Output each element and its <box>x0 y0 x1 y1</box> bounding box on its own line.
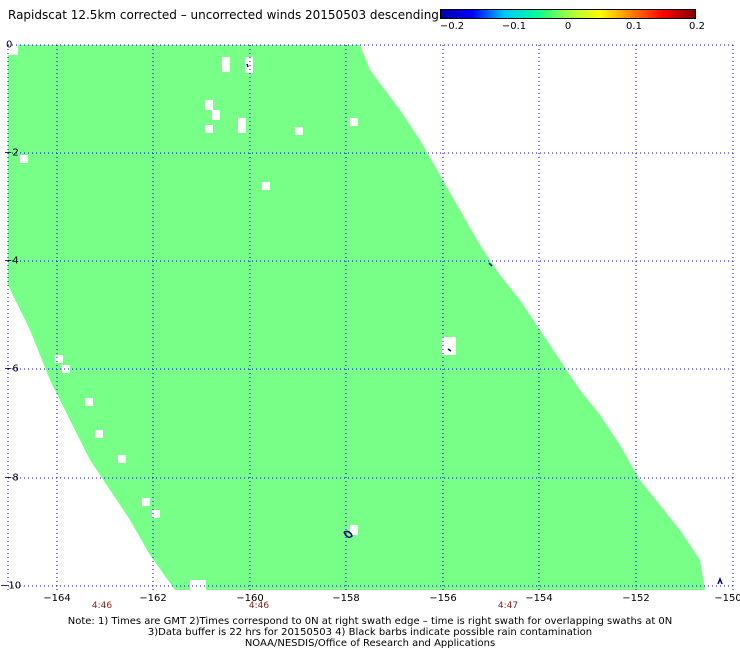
lon-label: −152 <box>622 593 650 604</box>
lat-label: −10 <box>0 580 22 592</box>
time-label: 4:46 <box>91 601 113 611</box>
lon-label: −154 <box>525 593 553 604</box>
lat-label: 0 <box>6 39 13 51</box>
wind-barb <box>246 63 249 68</box>
colorbar-label: 0 <box>564 21 572 32</box>
lon-label: −150 <box>714 593 740 604</box>
wind-barb <box>343 530 353 539</box>
wind-swath <box>8 45 705 590</box>
time-label: 4:46 <box>248 601 270 611</box>
missing-data-cells <box>8 45 456 590</box>
lat-label: −4 <box>4 255 19 267</box>
colorbar <box>440 9 696 19</box>
map-title: Rapidscat 12.5km corrected – uncorrected… <box>8 8 439 22</box>
wind-barb <box>488 262 493 267</box>
wind-barb <box>447 348 452 352</box>
colorbar-label: −0.1 <box>501 21 527 32</box>
lon-label: −158 <box>332 593 360 604</box>
lon-label: −162 <box>139 593 167 604</box>
credit-line: NOAA/NESDIS/Office of Research and Appli… <box>244 638 496 649</box>
lon-label: −156 <box>429 593 457 604</box>
lat-label: −8 <box>4 472 19 484</box>
wind-barbs <box>246 63 723 585</box>
map-grid <box>7 44 734 590</box>
colorbar-label: 0.1 <box>626 21 642 32</box>
lon-label: −160 <box>236 593 264 604</box>
note-line: Note: 1) Times are GMT 2)Times correspon… <box>67 616 673 627</box>
lat-label: −2 <box>4 147 19 159</box>
colorbar-label: −0.2 <box>439 21 465 32</box>
time-label: 4:47 <box>497 601 519 611</box>
colorbar-label: 0.2 <box>689 21 705 32</box>
note-line: 3)Data buffer is 22 hrs for 20150503 4) … <box>147 627 593 638</box>
wind-barb <box>717 576 723 585</box>
lat-label: −6 <box>4 363 19 375</box>
lon-label: −164 <box>43 593 71 604</box>
